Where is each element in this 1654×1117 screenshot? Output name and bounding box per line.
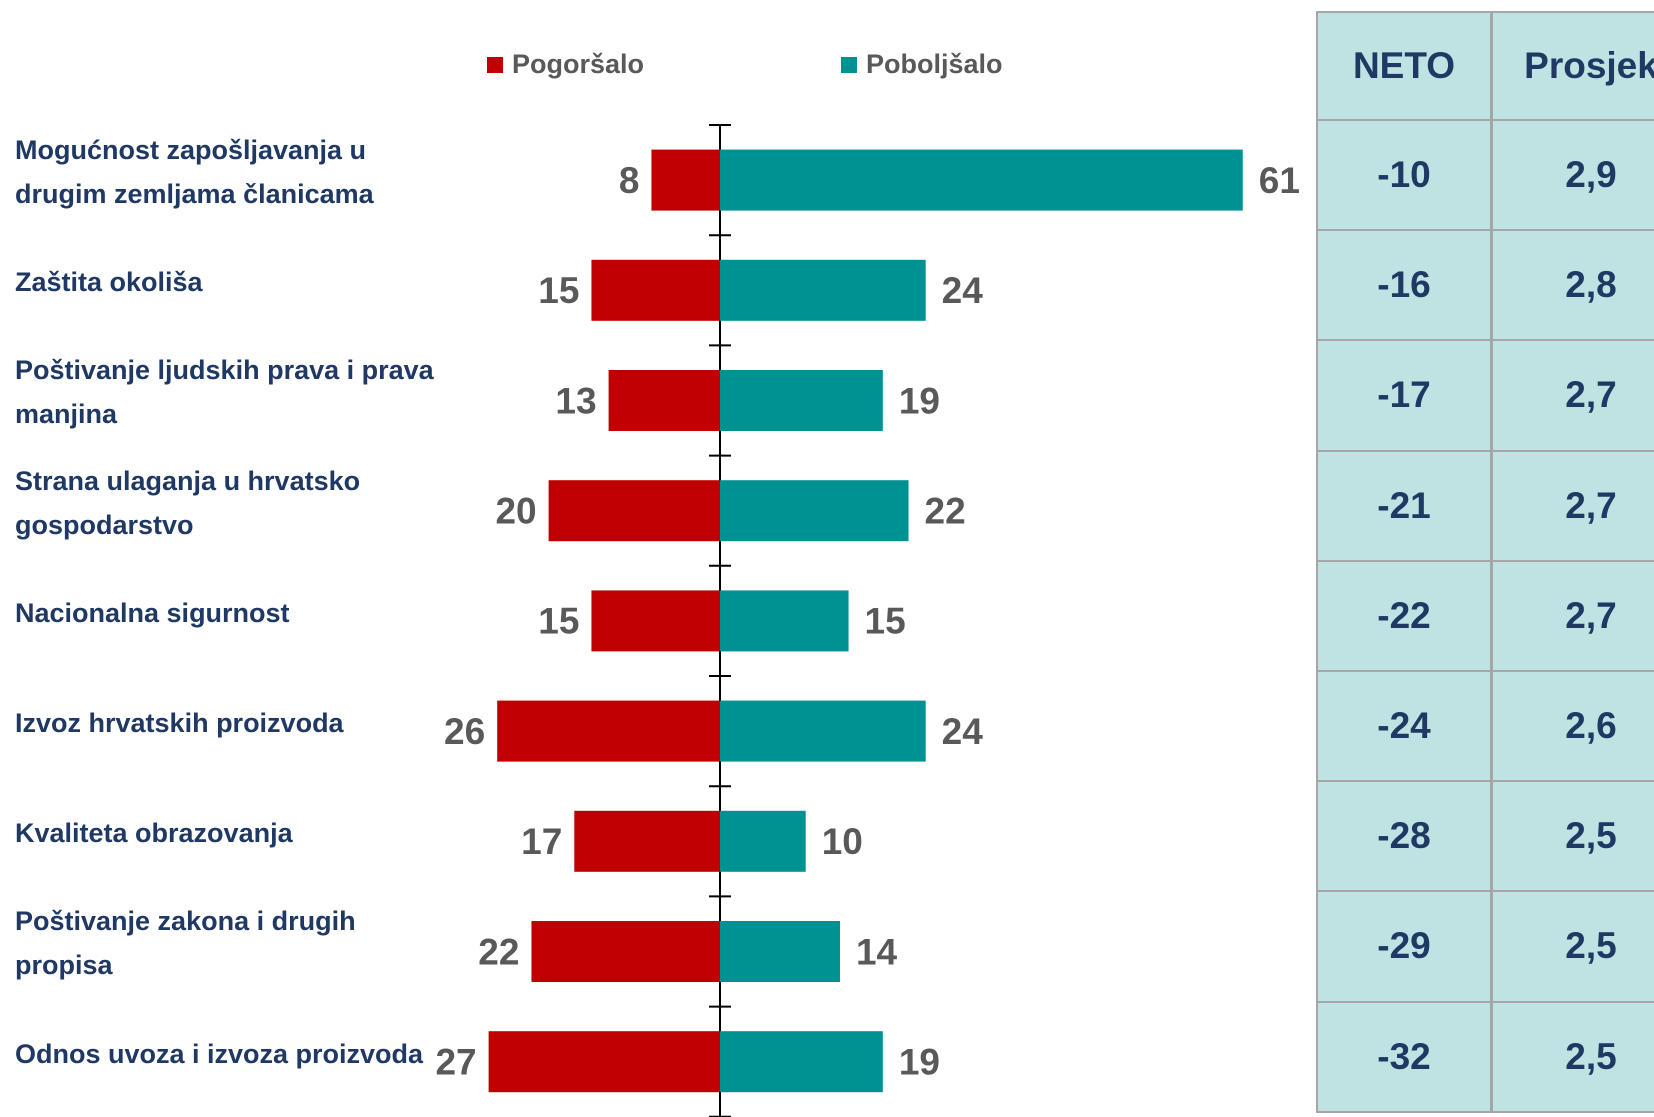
value-label: 22 — [925, 490, 966, 531]
table-cell: -22 — [1316, 559, 1492, 672]
bar — [497, 700, 720, 762]
category-label: Nacionalna sigurnost — [15, 597, 290, 628]
bar — [488, 1031, 720, 1093]
value-label: 27 — [435, 1041, 476, 1082]
bar — [720, 259, 926, 321]
value-label: 13 — [555, 380, 596, 421]
category-label: Poštivanje ljudskih prava i prava manjin… — [15, 355, 434, 430]
bar — [720, 921, 840, 982]
category-label: Kvaliteta obrazovanja — [15, 818, 293, 849]
table-cell: -24 — [1316, 670, 1492, 783]
category-label: Zaštita okoliša — [15, 267, 203, 298]
value-label: 26 — [444, 711, 485, 752]
table-cell: 2,5 — [1491, 780, 1654, 893]
table-cell: 2,6 — [1491, 670, 1654, 783]
legend-label: Pogoršalo — [512, 49, 644, 79]
table-cell: 2,9 — [1491, 119, 1654, 232]
table-cell: -28 — [1316, 780, 1492, 893]
value-label: 15 — [865, 601, 906, 642]
table-cell: 2,5 — [1491, 890, 1654, 1003]
category-label: Odnos uvoza i izvoza proizvoda — [15, 1038, 424, 1069]
value-label: 15 — [538, 270, 579, 311]
bar — [591, 259, 720, 321]
bar — [720, 590, 849, 652]
value-label: 24 — [942, 711, 984, 752]
bar — [720, 480, 909, 542]
category-label: Izvoz hrvatskih proizvoda — [15, 708, 344, 738]
table-header: Prosjek — [1491, 11, 1654, 121]
bar — [720, 1031, 883, 1093]
table-cell: -10 — [1316, 119, 1492, 232]
table-cell: 2,5 — [1491, 1000, 1654, 1113]
bar — [591, 590, 720, 652]
legend-swatch — [487, 57, 503, 73]
table-cell: 2,7 — [1491, 339, 1654, 452]
bar — [720, 810, 806, 872]
value-label: 22 — [478, 931, 519, 972]
value-label: 17 — [521, 821, 562, 862]
category-label: Poštivanje zakona i drugih propisa — [15, 906, 356, 981]
value-label: 10 — [822, 821, 863, 862]
value-label: 19 — [899, 380, 940, 421]
legend-swatch — [841, 57, 857, 73]
table-cell: -21 — [1316, 449, 1492, 562]
legend-label: Poboljšalo — [866, 49, 1003, 79]
table-cell: 2,8 — [1491, 229, 1654, 342]
value-label: 20 — [495, 490, 536, 531]
bar — [574, 810, 720, 872]
table-cell: 2,7 — [1491, 559, 1654, 672]
value-label: 61 — [1259, 160, 1300, 201]
bar — [548, 480, 720, 542]
table-header: NETO — [1316, 11, 1492, 121]
value-label: 15 — [538, 601, 579, 642]
bar — [720, 370, 883, 431]
table-cell: -16 — [1316, 229, 1492, 342]
value-label: 14 — [856, 931, 898, 972]
value-label: 19 — [899, 1041, 940, 1082]
bar — [608, 370, 720, 431]
category-label: Strana ulaganja u hrvatsko gospodarstvo — [15, 465, 361, 540]
table-cell: -17 — [1316, 339, 1492, 452]
table-cell: -32 — [1316, 1000, 1492, 1113]
bar — [720, 700, 926, 762]
category-label: Mogućnost zapošljavanja u drugim zemljam… — [15, 135, 374, 209]
table-cell: 2,7 — [1491, 449, 1654, 562]
value-label: 24 — [942, 270, 984, 311]
bar — [651, 149, 720, 211]
table-cell: -29 — [1316, 890, 1492, 1003]
bar — [720, 149, 1243, 211]
bar — [531, 921, 720, 982]
value-label: 8 — [619, 160, 640, 201]
